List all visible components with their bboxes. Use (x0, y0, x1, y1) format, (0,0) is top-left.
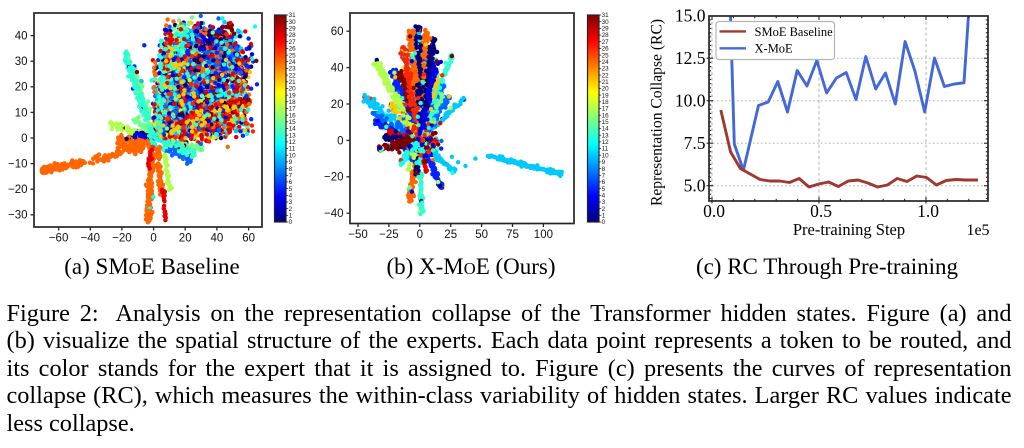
svg-text:10: 10 (289, 152, 297, 159)
svg-text:31: 31 (289, 12, 297, 19)
svg-text:−30: −30 (8, 210, 28, 222)
svg-text:27: 27 (289, 39, 297, 46)
svg-text:26: 26 (289, 46, 297, 53)
svg-text:12: 12 (289, 139, 297, 146)
svg-text:40: 40 (211, 233, 224, 245)
svg-text:1: 1 (289, 213, 293, 220)
svg-text:5: 5 (289, 186, 293, 193)
svg-text:−40: −40 (81, 233, 101, 245)
svg-text:0: 0 (150, 233, 156, 245)
svg-text:16: 16 (289, 112, 297, 119)
svg-text:8: 8 (289, 166, 293, 173)
svg-text:15: 15 (289, 119, 297, 126)
svg-text:20: 20 (179, 233, 192, 245)
svg-text:0: 0 (21, 133, 27, 145)
svg-text:29: 29 (289, 26, 297, 33)
svg-text:3: 3 (289, 199, 293, 206)
svg-text:4: 4 (289, 193, 293, 200)
svg-text:11: 11 (289, 146, 296, 153)
svg-text:0: 0 (289, 219, 293, 226)
svg-text:−10: −10 (8, 159, 28, 171)
svg-text:24: 24 (289, 59, 297, 66)
svg-text:13: 13 (289, 132, 297, 139)
svg-text:18: 18 (289, 99, 297, 106)
svg-text:−20: −20 (8, 184, 28, 196)
svg-text:23: 23 (289, 66, 297, 73)
svg-text:6: 6 (289, 179, 293, 186)
svg-text:7: 7 (289, 173, 293, 180)
svg-text:60: 60 (242, 233, 255, 245)
svg-text:28: 28 (289, 32, 297, 39)
svg-text:2: 2 (289, 206, 293, 213)
svg-text:21: 21 (289, 79, 297, 86)
svg-text:25: 25 (289, 52, 297, 59)
svg-text:40: 40 (15, 31, 28, 43)
svg-text:−60: −60 (49, 233, 69, 245)
svg-text:30: 30 (289, 19, 297, 26)
svg-text:20: 20 (15, 82, 28, 94)
svg-text:14: 14 (289, 126, 297, 133)
svg-text:22: 22 (289, 72, 297, 79)
svg-text:−20: −20 (112, 233, 132, 245)
svg-text:9: 9 (289, 159, 293, 166)
svg-text:19: 19 (289, 92, 297, 99)
svg-text:10: 10 (15, 107, 28, 119)
svg-text:30: 30 (15, 56, 28, 68)
svg-text:17: 17 (289, 106, 297, 113)
svg-text:20: 20 (289, 86, 297, 93)
